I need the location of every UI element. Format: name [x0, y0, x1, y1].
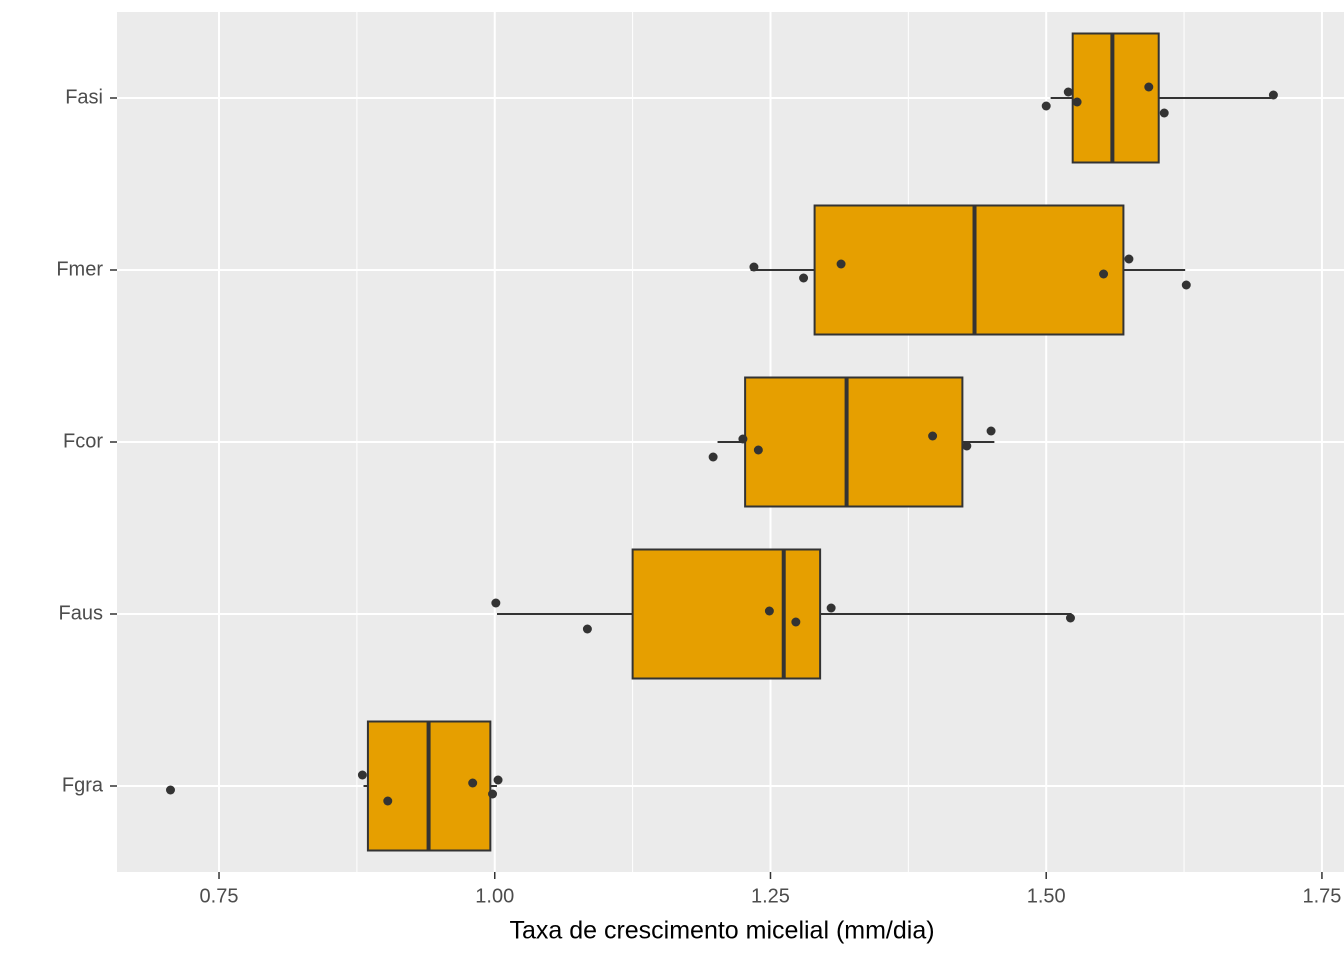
point — [738, 434, 748, 444]
y-tick-label: Fmer — [56, 258, 103, 280]
point — [1041, 101, 1051, 111]
box — [631, 548, 822, 680]
x-tick-label: 1.75 — [1302, 885, 1341, 907]
box — [744, 376, 964, 508]
point — [962, 441, 972, 451]
x-tick-label: 1.25 — [751, 885, 790, 907]
y-tick-label: Fcor — [63, 430, 103, 452]
point — [468, 778, 478, 788]
point — [1268, 90, 1278, 100]
point — [1124, 254, 1134, 264]
point — [749, 262, 759, 272]
point — [986, 426, 996, 436]
point — [1072, 97, 1082, 107]
x-tick-label: 0.75 — [200, 885, 239, 907]
y-tick-label: Fasi — [65, 86, 103, 108]
point — [753, 445, 763, 455]
point — [383, 796, 393, 806]
point — [764, 606, 774, 616]
point — [491, 598, 501, 608]
point — [928, 431, 938, 441]
point — [1099, 269, 1109, 279]
point — [1159, 108, 1169, 118]
point — [582, 624, 592, 634]
point — [357, 770, 367, 780]
point — [826, 603, 836, 613]
y-tick-label: Fgra — [62, 774, 104, 796]
point — [708, 452, 718, 462]
x-axis-title: Taxa de crescimento micelial (mm/dia) — [509, 917, 934, 945]
point — [836, 259, 846, 269]
point — [1181, 280, 1191, 290]
point — [1065, 613, 1075, 623]
point — [488, 789, 498, 799]
point — [1063, 87, 1073, 97]
y-tick-label: Faus — [59, 602, 103, 624]
x-tick-label: 1.00 — [475, 885, 514, 907]
box — [813, 204, 1125, 336]
point — [799, 273, 809, 283]
point — [165, 785, 175, 795]
point — [1144, 82, 1154, 92]
point — [493, 775, 503, 785]
box — [1071, 32, 1160, 164]
point — [791, 617, 801, 627]
x-tick-label: 1.50 — [1027, 885, 1066, 907]
